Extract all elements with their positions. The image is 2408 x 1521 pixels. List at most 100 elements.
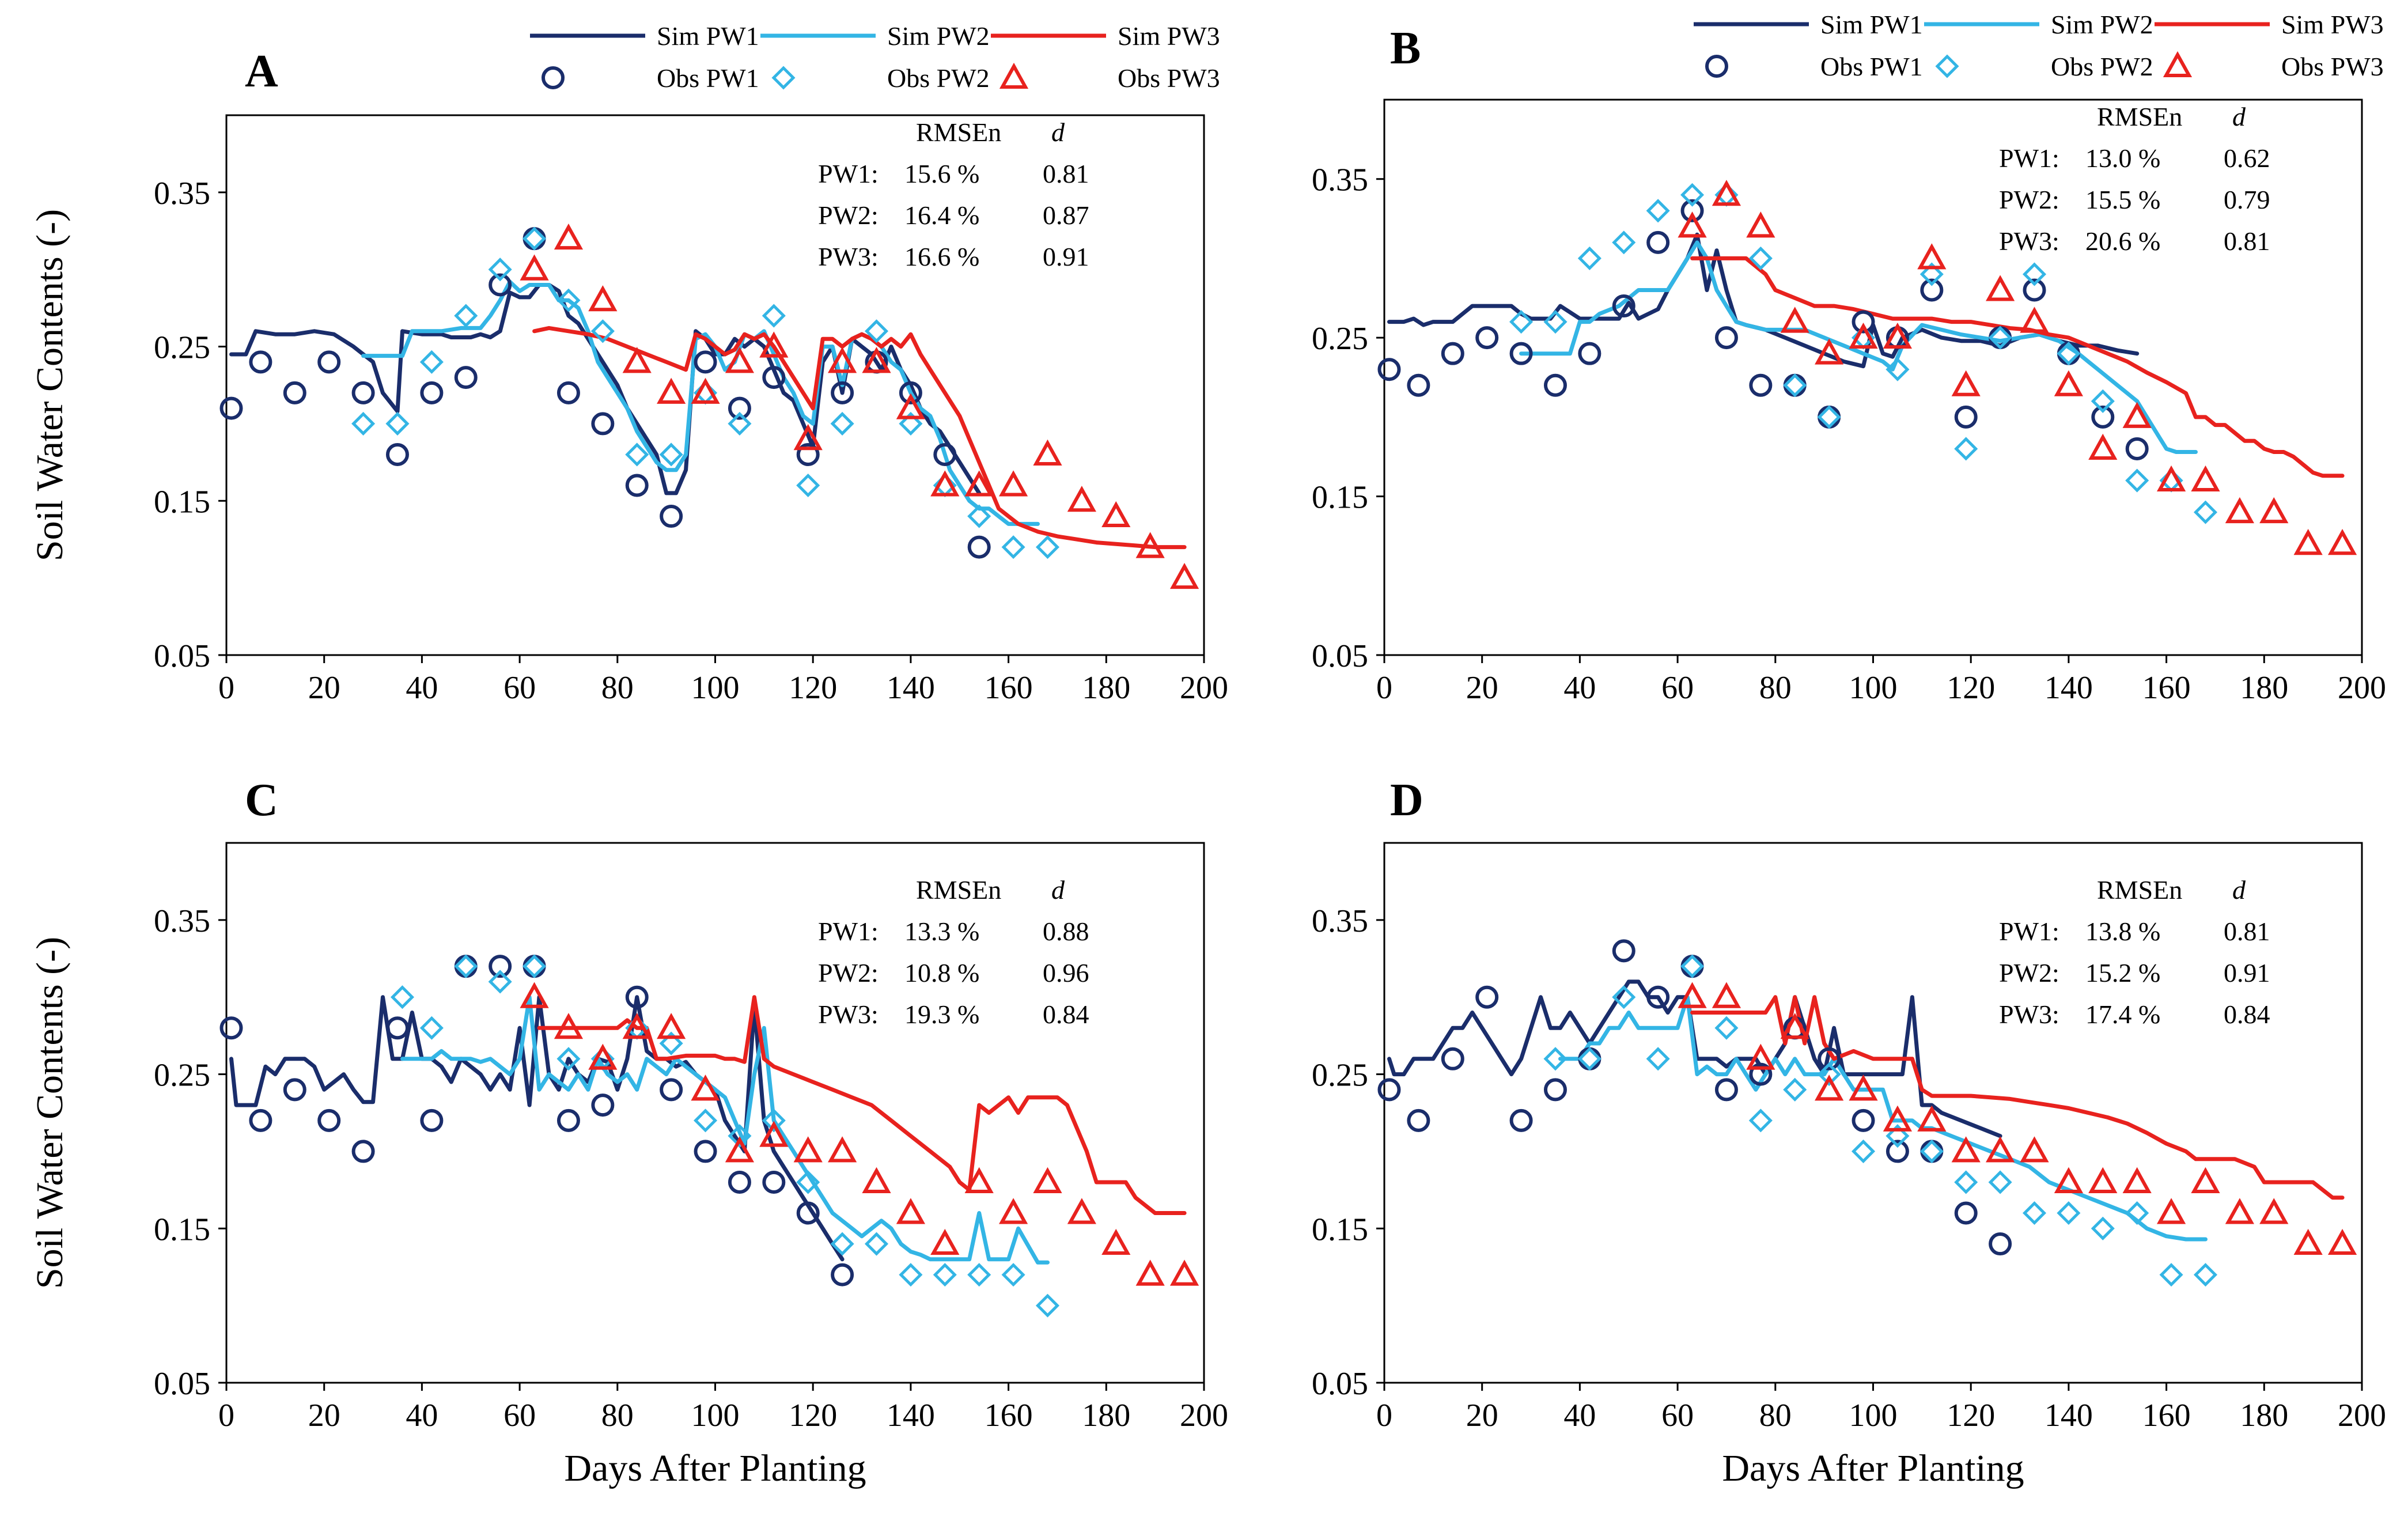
x-tick-label: 80 xyxy=(1759,670,1792,706)
data-point-obs-pw1 xyxy=(1509,1108,1533,1132)
stats-row-d: 0.88 xyxy=(1043,917,1089,946)
x-tick-label: 0 xyxy=(218,1398,234,1433)
data-point-obs-pw2 xyxy=(523,226,547,251)
y-tick-label: 0.05 xyxy=(154,638,210,674)
series-line-sim-pw1 xyxy=(1387,232,2140,369)
stats-header-rmsen: RMSEn xyxy=(2097,875,2182,905)
data-point-obs-pw1 xyxy=(967,535,991,559)
data-point-obs-pw2 xyxy=(2091,1216,2115,1240)
data-point-obs-pw2 xyxy=(2193,1263,2218,1287)
data-point-obs-pw3 xyxy=(862,1167,891,1193)
data-point-obs-pw2 xyxy=(762,1108,786,1133)
y-tick-label: 0.05 xyxy=(1312,1366,1368,1402)
data-point-obs-pw2 xyxy=(2022,1201,2047,1225)
data-point-obs-pw3 xyxy=(520,982,549,1008)
x-tick-label: 180 xyxy=(2240,670,2288,706)
data-point-obs-pw1 xyxy=(219,396,243,420)
x-tick-label: 120 xyxy=(789,670,837,706)
data-point-obs-pw3 xyxy=(964,1167,994,1193)
stats-row-d: 0.62 xyxy=(2224,143,2270,173)
data-point-obs-pw2 xyxy=(796,473,820,498)
y-tick-label: 0.15 xyxy=(154,484,210,520)
stats-row-rmsen: 13.3 % xyxy=(904,917,979,946)
data-point-obs-pw2 xyxy=(1577,1047,1601,1071)
y-tick-label: 0.35 xyxy=(1312,162,1368,198)
stats-row-d: 0.91 xyxy=(2224,958,2270,987)
y-tick-label: 0.35 xyxy=(154,903,210,939)
x-tick-label: 180 xyxy=(1082,670,1130,706)
data-point-obs-pw1 xyxy=(1646,985,1670,1009)
data-point-obs-pw1 xyxy=(1989,1232,2012,1256)
data-point-obs-pw3 xyxy=(1746,211,1775,238)
stats-header-d: d xyxy=(2232,102,2246,131)
data-point-obs-pw2 xyxy=(796,1170,820,1194)
data-point-obs-pw2 xyxy=(1885,1124,1910,1148)
panel-letter: B xyxy=(1390,23,1421,74)
data-point-obs-pw1 xyxy=(556,1108,580,1132)
data-point-obs-pw3 xyxy=(2259,1198,2289,1224)
data-point-obs-pw3 xyxy=(2054,1167,2083,1193)
x-tick-label: 80 xyxy=(1759,1398,1792,1433)
stats-row-d: 0.81 xyxy=(2224,226,2270,256)
x-tick-label: 200 xyxy=(1180,670,1228,706)
data-point-obs-pw3 xyxy=(2191,465,2220,492)
stats-row-d: 0.81 xyxy=(1043,159,1089,188)
data-point-obs-pw3 xyxy=(2088,1167,2118,1193)
y-tick-label: 0.25 xyxy=(1312,321,1368,357)
data-point-obs-pw2 xyxy=(488,970,512,994)
stats-row-label: PW3: xyxy=(818,1000,879,1029)
data-point-obs-pw1 xyxy=(1646,230,1670,254)
data-point-obs-pw2 xyxy=(2193,500,2218,524)
stats-row-label: PW3: xyxy=(818,242,879,271)
x-tick-label: 140 xyxy=(887,670,935,706)
data-point-obs-pw3 xyxy=(1678,982,1707,1008)
data-point-obs-pw3 xyxy=(1849,322,1878,349)
x-tick-label: 40 xyxy=(406,670,438,706)
data-point-obs-pw2 xyxy=(523,954,547,978)
panel-a: 0.05 0.15 0.25 0.35 0 20 40 60 80 100 120 140 160 180… xyxy=(29,21,1228,706)
x-tick-label: 40 xyxy=(406,1398,438,1433)
data-point-obs-pw2 xyxy=(899,411,923,436)
data-point-obs-pw3 xyxy=(1135,532,1165,558)
data-point-obs-pw2 xyxy=(1543,1047,1568,1071)
data-point-obs-pw3 xyxy=(588,1043,618,1070)
data-point-obs-pw3 xyxy=(2327,529,2357,555)
stats-row-rmsen: 16.6 % xyxy=(904,242,979,271)
data-point-obs-pw3 xyxy=(1815,338,1844,365)
data-point-obs-pw2 xyxy=(659,442,683,467)
data-point-obs-pw3 xyxy=(2054,370,2083,396)
data-point-obs-pw2 xyxy=(351,411,376,436)
data-point-obs-pw3 xyxy=(1780,307,1809,333)
data-point-obs-pw2 xyxy=(1748,1108,1773,1133)
data-point-obs-pw3 xyxy=(622,347,652,373)
y-tick-label: 0.15 xyxy=(1312,1212,1368,1247)
legend-swatch-obs2 xyxy=(771,66,796,90)
x-tick-label: 120 xyxy=(1947,1398,1995,1433)
y-tick-label: 0.15 xyxy=(154,1212,210,1247)
data-point-obs-pw2 xyxy=(390,985,414,1009)
data-point-obs-pw2 xyxy=(728,411,752,436)
x-tick-label: 40 xyxy=(1563,670,1596,706)
data-point-obs-pw3 xyxy=(930,1228,960,1255)
data-point-obs-pw3 xyxy=(1917,243,1947,270)
x-axis-title: Days After Planting xyxy=(564,1447,866,1489)
data-point-obs-pw1 xyxy=(1475,985,1499,1009)
data-point-obs-pw1 xyxy=(385,1016,409,1040)
data-point-obs-pw1 xyxy=(1612,939,1635,963)
data-point-obs-pw2 xyxy=(1035,1293,1060,1318)
data-point-obs-pw2 xyxy=(693,1108,718,1133)
series-markers-obs-pw3 xyxy=(520,223,1199,589)
data-point-obs-pw1 xyxy=(1714,326,1738,350)
data-point-obs-pw3 xyxy=(1101,501,1131,528)
data-point-obs-pw3 xyxy=(2156,1198,2186,1224)
data-point-obs-pw3 xyxy=(2122,402,2152,428)
data-point-obs-pw3 xyxy=(2156,465,2186,492)
y-axis-title: Soil Water Contents (-) xyxy=(29,209,71,561)
x-tick-label: 60 xyxy=(503,670,536,706)
data-point-obs-pw2 xyxy=(1509,310,1534,334)
legend-label-obs1: Obs PW1 xyxy=(1820,52,1923,81)
data-point-obs-pw2 xyxy=(1817,405,1841,429)
data-point-obs-pw2 xyxy=(419,1016,444,1040)
stats-row-label: PW1: xyxy=(818,159,879,188)
data-point-obs-pw1 xyxy=(831,381,854,404)
